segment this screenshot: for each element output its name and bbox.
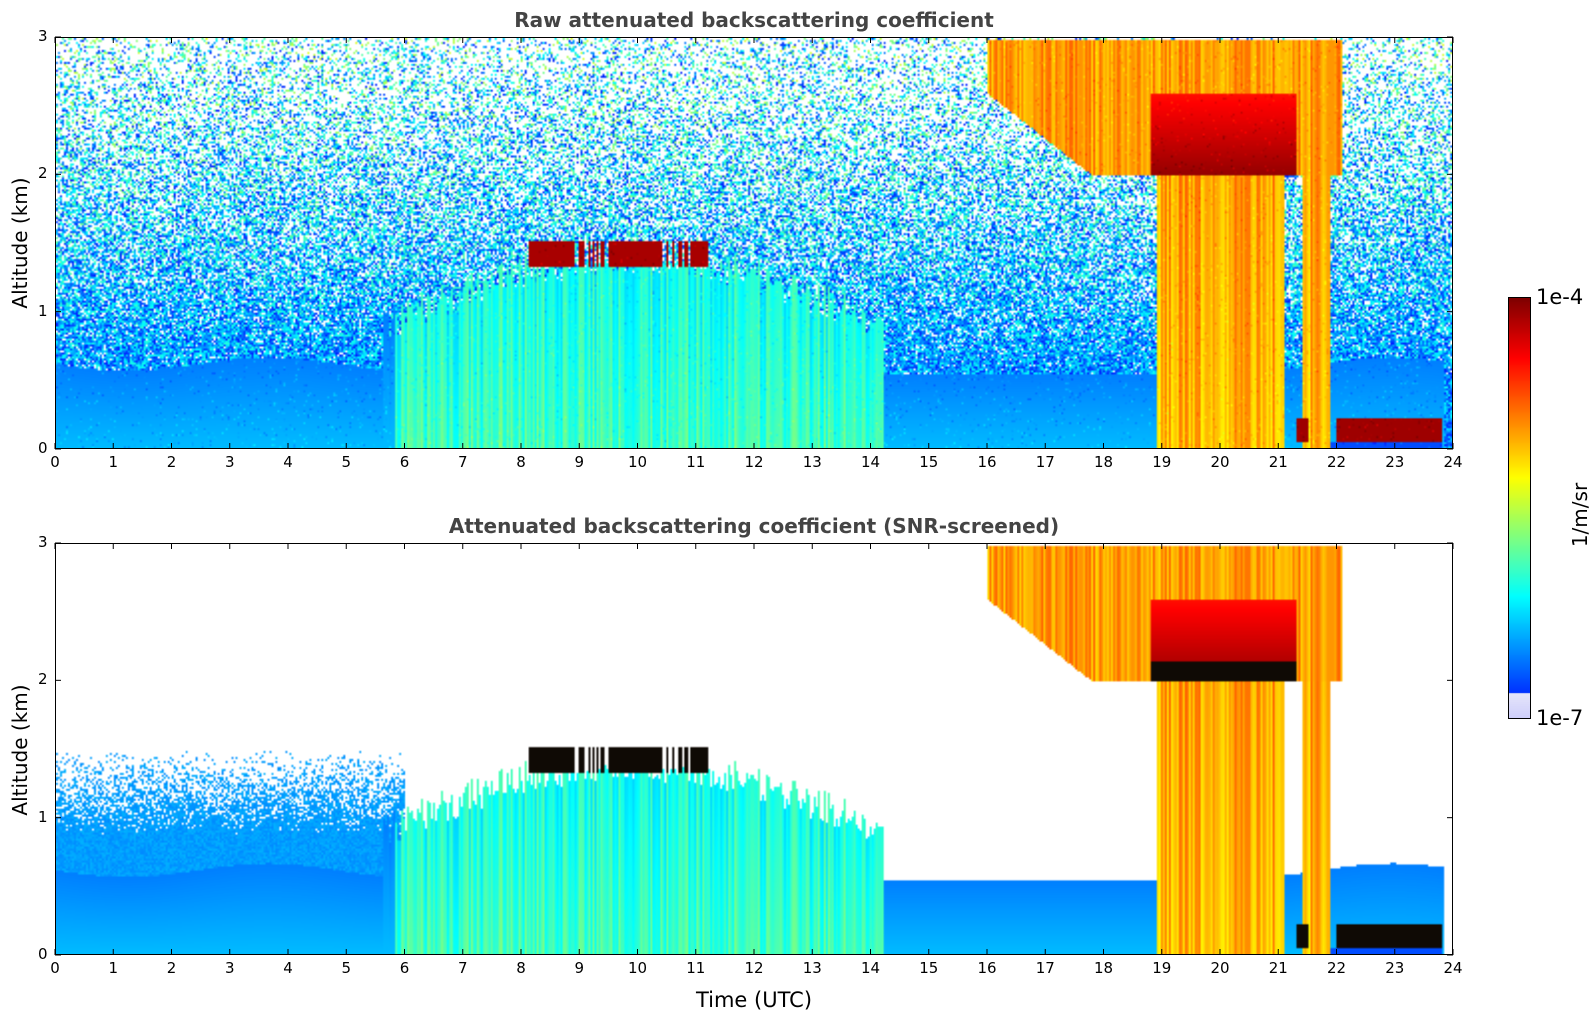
colorbar-unit-label: 1/m/sr	[1568, 482, 1592, 548]
x-tick-label: 16	[977, 453, 997, 471]
x-tick-label: 22	[1326, 959, 1347, 977]
x-tick-label: 11	[686, 453, 706, 471]
y-tick-label: 0	[38, 945, 48, 963]
x-tick-label: 3	[224, 453, 235, 471]
x-tick-label: 13	[802, 453, 822, 471]
y-tick-label: 2	[38, 164, 48, 183]
y-tick-label: 3	[38, 533, 48, 551]
x-tick-label: 24	[1443, 959, 1463, 977]
x-tick-label: 1	[108, 453, 119, 471]
x-tick-label: 17	[1035, 959, 1055, 977]
x-tick-label: 23	[1385, 453, 1405, 471]
bottom-heatmap-canvas	[56, 544, 1452, 954]
x-tick-label: 8	[516, 959, 526, 977]
colorbar	[1508, 297, 1531, 719]
x-tick-label: 11	[686, 959, 706, 977]
x-tick-label: 1	[108, 959, 119, 977]
x-tick-label: 6	[399, 453, 410, 471]
x-tick-label: 16	[977, 959, 997, 977]
x-tick-label: 0	[50, 959, 60, 977]
x-tick-label: 6	[399, 959, 410, 977]
x-tick-label: 20	[1210, 453, 1230, 471]
x-axis-label: Time (UTC)	[695, 988, 813, 1012]
x-tick-label: 14	[860, 959, 881, 977]
top-heatmap-canvas	[56, 38, 1452, 448]
x-tick-label: 17	[1035, 453, 1055, 471]
colorbar-min-label: 1e-7	[1536, 706, 1584, 730]
top-y-axis-label: Altitude (km)	[8, 177, 32, 309]
x-tick-label: 20	[1210, 959, 1230, 977]
x-tick-label: 18	[1093, 959, 1114, 977]
top-chart-title: Raw attenuated backscattering coefficien…	[514, 8, 994, 32]
bottom-y-axis-label: Altitude (km)	[8, 684, 32, 816]
x-tick-label: 4	[283, 959, 293, 977]
x-tick-label: 22	[1326, 453, 1347, 471]
x-tick-label: 18	[1093, 453, 1114, 471]
x-tick-label: 4	[283, 453, 293, 471]
x-tick-label: 9	[574, 959, 585, 977]
y-tick-label: 3	[38, 27, 48, 45]
x-tick-label: 3	[224, 959, 235, 977]
x-tick-label: 7	[457, 959, 468, 977]
x-tick-label: 23	[1385, 959, 1405, 977]
x-tick-label: 13	[802, 959, 822, 977]
bottom-chart-title: Attenuated backscattering coefficient (S…	[448, 514, 1060, 538]
x-tick-label: 2	[166, 959, 177, 977]
x-tick-label: 19	[1152, 453, 1172, 471]
x-tick-label: 15	[919, 959, 939, 977]
x-tick-label: 5	[341, 959, 352, 977]
top-heatmap-plot	[55, 37, 1453, 449]
x-tick-label: 0	[50, 453, 60, 471]
x-tick-label: 12	[744, 959, 764, 977]
y-tick-label: 1	[38, 301, 48, 320]
x-tick-label: 14	[860, 453, 881, 471]
x-tick-label: 12	[744, 453, 764, 471]
x-tick-label: 9	[574, 453, 585, 471]
x-tick-label: 10	[627, 453, 648, 471]
y-tick-label: 0	[38, 439, 48, 457]
x-tick-label: 19	[1152, 959, 1172, 977]
colorbar-max-label: 1e-4	[1536, 285, 1584, 309]
x-tick-label: 7	[457, 453, 468, 471]
y-tick-label: 1	[38, 807, 48, 826]
x-tick-label: 5	[341, 453, 352, 471]
bottom-heatmap-plot	[55, 543, 1453, 955]
x-tick-label: 2	[166, 453, 177, 471]
colorbar-gradient	[1509, 298, 1530, 718]
y-tick-label: 2	[38, 670, 48, 689]
x-tick-label: 15	[919, 453, 939, 471]
x-tick-label: 10	[627, 959, 648, 977]
x-tick-label: 8	[516, 453, 526, 471]
x-tick-label: 21	[1268, 959, 1288, 977]
x-tick-label: 24	[1443, 453, 1463, 471]
x-tick-label: 21	[1268, 453, 1288, 471]
